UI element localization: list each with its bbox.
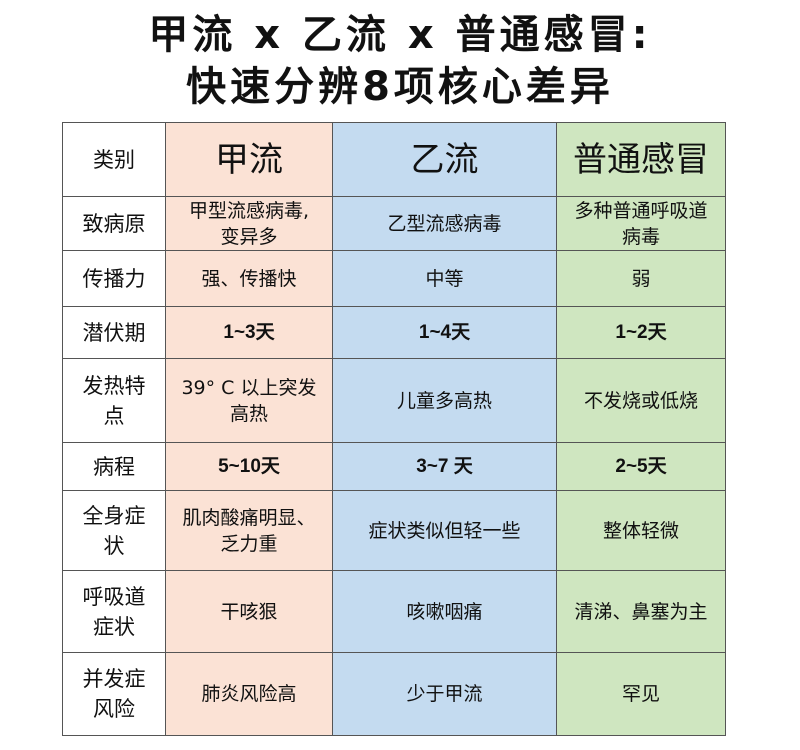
cell-text: 并发症风险 <box>82 667 146 721</box>
table-cell: 罕见 <box>556 652 726 736</box>
table-cell: 干咳狠 <box>165 570 333 653</box>
cell-text: 1~3天 <box>223 322 275 343</box>
cell-text: 类别 <box>93 147 135 172</box>
table-cell: 清涕、鼻塞为主 <box>556 570 726 653</box>
table-row: 致病原 甲型流感病毒,变异多 乙型流感病毒 多种普通呼吸道病毒 <box>62 196 726 251</box>
table-cell: 3~7 天 <box>332 442 557 491</box>
column-header: 类别 <box>62 122 166 197</box>
cell-text: 强、传播快 <box>201 267 297 290</box>
cell-text: 普通感冒 <box>573 139 709 180</box>
title-line-2: 快速分辨8项核心差异 <box>186 64 614 110</box>
table-cell: 症状类似但轻一些 <box>332 490 557 571</box>
table-cell: 5~10天 <box>165 442 333 491</box>
table-cell: 中等 <box>332 250 557 307</box>
cell-text: 39° C 以上突发高热 <box>181 376 317 425</box>
row-label: 病程 <box>62 442 166 491</box>
cell-text: 1~2天 <box>615 322 667 343</box>
table-row: 全身症状 肌肉酸痛明显、乏力重 症状类似但轻一些 整体轻微 <box>62 490 726 571</box>
cell-text: 呼吸道症状 <box>82 584 146 639</box>
table-cell: 乙型流感病毒 <box>332 196 557 251</box>
cell-text: 咳嗽咽痛 <box>406 600 483 623</box>
cell-text: 发热特点 <box>82 373 146 428</box>
title-line-1: 甲流 x 乙流 x 普通感冒: <box>148 12 652 58</box>
header-row: 类别 甲流 乙流 普通感冒 <box>62 122 726 197</box>
table-cell: 1~3天 <box>165 306 333 359</box>
table-cell: 儿童多高热 <box>332 358 557 443</box>
table-cell: 整体轻微 <box>556 490 726 571</box>
row-label: 潜伏期 <box>62 306 166 359</box>
comparison-table: 类别 甲流 乙流 普通感冒 致病原 甲型流感病毒,变异多 乙型流感病毒 多种普通呼吸道病毒 传播… <box>62 122 726 736</box>
cell-text: 致病原 <box>82 211 146 236</box>
cell-text: 2~5天 <box>615 456 667 477</box>
column-header: 普通感冒 <box>556 122 726 197</box>
cell-text: 症状类似但轻一些 <box>368 519 521 542</box>
row-label: 全身症状 <box>62 490 166 571</box>
row-label: 并发症风险 <box>62 652 166 736</box>
table-row: 潜伏期 1~3天 1~4天 1~2天 <box>62 306 726 359</box>
cell-text: 潜伏期 <box>82 320 146 345</box>
cell-text: 5~10天 <box>218 456 280 477</box>
cell-text: 乙型流感病毒 <box>387 212 502 235</box>
table-row: 病程 5~10天 3~7 天 2~5天 <box>62 442 726 491</box>
table-row: 传播力 强、传播快 中等 弱 <box>62 250 726 307</box>
cell-text: 甲流 <box>215 139 283 180</box>
cell-text: 乙流 <box>410 139 479 180</box>
table-cell: 多种普通呼吸道病毒 <box>556 196 726 251</box>
table-cell: 不发烧或低烧 <box>556 358 726 443</box>
cell-text: 甲型流感病毒,变异多 <box>188 199 310 248</box>
table-row: 呼吸道症状 干咳狠 咳嗽咽痛 清涕、鼻塞为主 <box>62 570 726 653</box>
cell-text: 罕见 <box>621 683 660 705</box>
column-header: 甲流 <box>165 122 333 197</box>
table-cell: 39° C 以上突发高热 <box>165 358 333 443</box>
cell-text: 全身症状 <box>82 503 146 558</box>
cell-text: 病程 <box>93 454 135 479</box>
cell-text: 3~7 天 <box>416 456 473 477</box>
table-row: 并发症风险 肺炎风险高 少于甲流 罕见 <box>62 652 726 736</box>
table-cell: 强、传播快 <box>165 250 333 307</box>
cell-text: 肺炎风险高 <box>201 683 297 705</box>
table-cell: 2~5天 <box>556 442 726 491</box>
table-cell: 1~4天 <box>332 306 557 359</box>
row-label: 呼吸道症状 <box>62 570 166 653</box>
cell-text: 不发烧或低烧 <box>583 389 698 412</box>
table-cell: 咳嗽咽痛 <box>332 570 557 653</box>
row-label: 发热特点 <box>62 358 166 443</box>
cell-text: 肌肉酸痛明显、乏力重 <box>182 506 316 555</box>
table-row: 发热特点 39° C 以上突发高热 儿童多高热 不发烧或低烧 <box>62 358 726 443</box>
cell-text: 弱 <box>631 267 651 290</box>
cell-text: 干咳狠 <box>220 600 278 623</box>
column-header: 乙流 <box>332 122 557 197</box>
table-cell: 少于甲流 <box>332 652 557 736</box>
row-label: 致病原 <box>62 196 166 251</box>
cell-text: 整体轻微 <box>602 519 679 542</box>
table-cell: 1~2天 <box>556 306 726 359</box>
cell-text: 少于甲流 <box>406 683 483 705</box>
cell-text: 传播力 <box>82 266 146 291</box>
table-cell: 肌肉酸痛明显、乏力重 <box>165 490 333 571</box>
cell-text: 儿童多高热 <box>396 389 492 412</box>
cell-text: 多种普通呼吸道病毒 <box>574 199 708 248</box>
table-cell: 弱 <box>556 250 726 307</box>
cell-text: 中等 <box>425 267 464 290</box>
table-cell: 甲型流感病毒,变异多 <box>165 196 333 251</box>
cell-text: 1~4天 <box>418 322 471 343</box>
table-cell: 肺炎风险高 <box>165 652 333 736</box>
row-label: 传播力 <box>62 250 166 307</box>
cell-text: 清涕、鼻塞为主 <box>574 600 708 623</box>
